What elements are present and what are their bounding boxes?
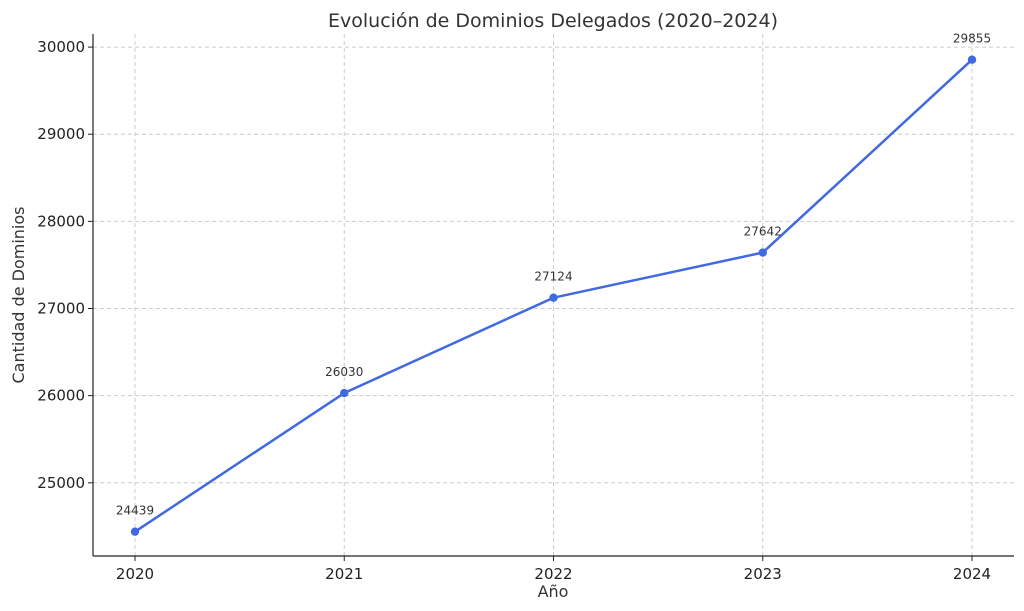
x-tick-label: 2023 (744, 565, 782, 583)
y-ticks: 25000 26000 27000 28000 29000 30000 (37, 38, 93, 492)
y-tick-label: 29000 (37, 125, 85, 143)
data-point (967, 55, 977, 64)
data-label: 27124 (534, 270, 572, 284)
x-tick-label: 2021 (325, 565, 363, 583)
data-label: 29855 (953, 32, 991, 46)
y-axis-label: Cantidad de Dominios (9, 207, 28, 384)
x-axis-label: Año (538, 582, 569, 601)
x-tick-label: 2024 (953, 565, 991, 583)
data-label: 24439 (116, 504, 154, 518)
x-tick-label: 2020 (116, 565, 154, 583)
x-ticks: 2020 2021 2022 2023 2024 (116, 556, 991, 583)
data-label: 26030 (325, 365, 363, 379)
y-tick-label: 25000 (37, 474, 85, 492)
y-tick-label: 28000 (37, 212, 85, 230)
data-point (549, 293, 558, 302)
chart-title: Evolución de Dominios Delegados (2020–20… (328, 10, 778, 32)
y-tick-label: 27000 (37, 300, 85, 318)
data-point (340, 388, 349, 398)
y-tick-label: 26000 (37, 387, 85, 405)
data-point (130, 527, 140, 536)
data-label: 27642 (744, 225, 782, 239)
x-tick-label: 2022 (534, 565, 572, 583)
y-tick-label: 30000 (37, 38, 85, 56)
series-group: 24439 26030 27124 27642 29855 (116, 32, 991, 536)
data-point (758, 248, 767, 257)
